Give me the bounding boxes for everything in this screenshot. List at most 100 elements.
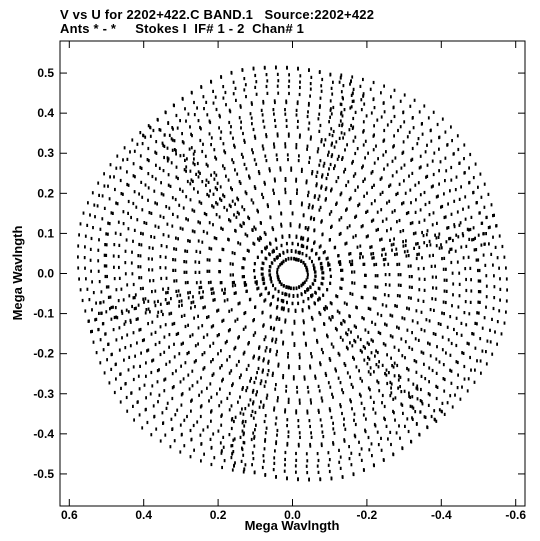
- uv-point: [299, 74, 302, 78]
- uv-point: [412, 406, 415, 410]
- uv-point: [349, 196, 352, 200]
- uv-point: [115, 362, 117, 366]
- uv-point: [109, 175, 111, 179]
- uv-point: [130, 391, 133, 395]
- uv-point: [147, 198, 149, 202]
- uv-point: [368, 342, 370, 346]
- uv-point: [479, 290, 482, 294]
- uv-point: [287, 400, 290, 404]
- uv-point: [345, 345, 348, 349]
- uv-point: [285, 285, 288, 289]
- uv-point: [92, 226, 94, 230]
- uv-point: [320, 347, 323, 352]
- uv-point: [266, 373, 269, 377]
- uv-point: [404, 424, 406, 428]
- uv-point: [248, 341, 250, 345]
- uv-point: [328, 132, 331, 137]
- uv-point: [491, 352, 494, 356]
- uv-point: [308, 306, 311, 310]
- uv-point: [320, 184, 323, 188]
- uv-point: [350, 382, 353, 387]
- uv-point: [227, 329, 230, 333]
- uv-point: [243, 467, 246, 471]
- uv-point: [154, 289, 157, 293]
- uv-point: [350, 400, 352, 404]
- uv-point: [102, 348, 105, 352]
- uv-point: [253, 225, 256, 229]
- uv-point: [278, 277, 280, 281]
- uv-point: [505, 266, 507, 270]
- uv-point: [89, 213, 91, 217]
- uv-point: [373, 183, 375, 187]
- uv-point: [321, 282, 324, 286]
- uv-point: [224, 291, 226, 295]
- uv-point: [273, 142, 275, 146]
- uv-point: [205, 213, 208, 217]
- uv-point: [282, 300, 284, 304]
- uv-point: [265, 159, 268, 163]
- uv-point: [364, 328, 367, 332]
- uv-point: [328, 357, 331, 361]
- uv-point: [457, 305, 460, 309]
- uv-point: [396, 363, 399, 368]
- uv-point: [397, 273, 400, 277]
- uv-point: [372, 296, 375, 300]
- uv-point: [423, 218, 426, 222]
- uv-point: [451, 139, 453, 143]
- uv-point: [327, 150, 330, 154]
- uv-point: [437, 194, 439, 198]
- uv-point: [173, 139, 176, 143]
- uv-point: [244, 325, 247, 329]
- uv-point: [180, 314, 183, 318]
- uv-point: [251, 390, 254, 394]
- uv-point: [395, 431, 398, 435]
- uv-point: [450, 369, 453, 373]
- uv-point: [119, 400, 122, 404]
- uv-point: [276, 256, 279, 260]
- uv-point: [213, 177, 216, 181]
- uv-point: [244, 83, 247, 87]
- uv-point: [235, 291, 237, 295]
- uv-point: [309, 217, 312, 221]
- uv-point: [119, 232, 122, 236]
- uv-point: [257, 255, 259, 259]
- uv-point: [302, 213, 305, 217]
- uv-point: [140, 351, 142, 355]
- uv-point: [220, 349, 222, 353]
- uv-point: [493, 285, 496, 289]
- uv-point: [148, 268, 150, 272]
- uv-point: [332, 395, 334, 399]
- uv-point: [201, 353, 204, 357]
- uv-point: [352, 174, 355, 178]
- uv-point: [402, 229, 405, 233]
- uv-point: [331, 392, 333, 396]
- uv-point: [229, 204, 232, 209]
- uv-point: [388, 199, 391, 203]
- uv-point: [190, 399, 192, 403]
- uv-point: [392, 365, 395, 369]
- uv-point: [243, 281, 246, 285]
- uv-point: [480, 195, 483, 199]
- uv-point: [253, 134, 256, 138]
- uv-point: [314, 374, 316, 378]
- uv-point: [429, 243, 432, 247]
- uv-point: [98, 238, 100, 242]
- uv-point: [159, 352, 162, 357]
- uv-point: [373, 124, 375, 128]
- uv-point: [371, 170, 374, 174]
- uv-point: [224, 151, 227, 155]
- uv-point: [492, 214, 494, 218]
- uv-point: [424, 415, 427, 419]
- uv-point: [311, 260, 313, 264]
- uv-point: [202, 335, 205, 339]
- uv-point: [222, 377, 224, 381]
- uv-point: [264, 182, 266, 186]
- uv-point: [260, 292, 263, 296]
- uv-point: [330, 225, 332, 229]
- uv-point: [399, 436, 401, 440]
- uv-point: [363, 317, 365, 321]
- uv-point: [467, 255, 470, 259]
- uv-point: [353, 357, 355, 361]
- uv-point: [344, 167, 347, 171]
- uv-point: [402, 201, 405, 205]
